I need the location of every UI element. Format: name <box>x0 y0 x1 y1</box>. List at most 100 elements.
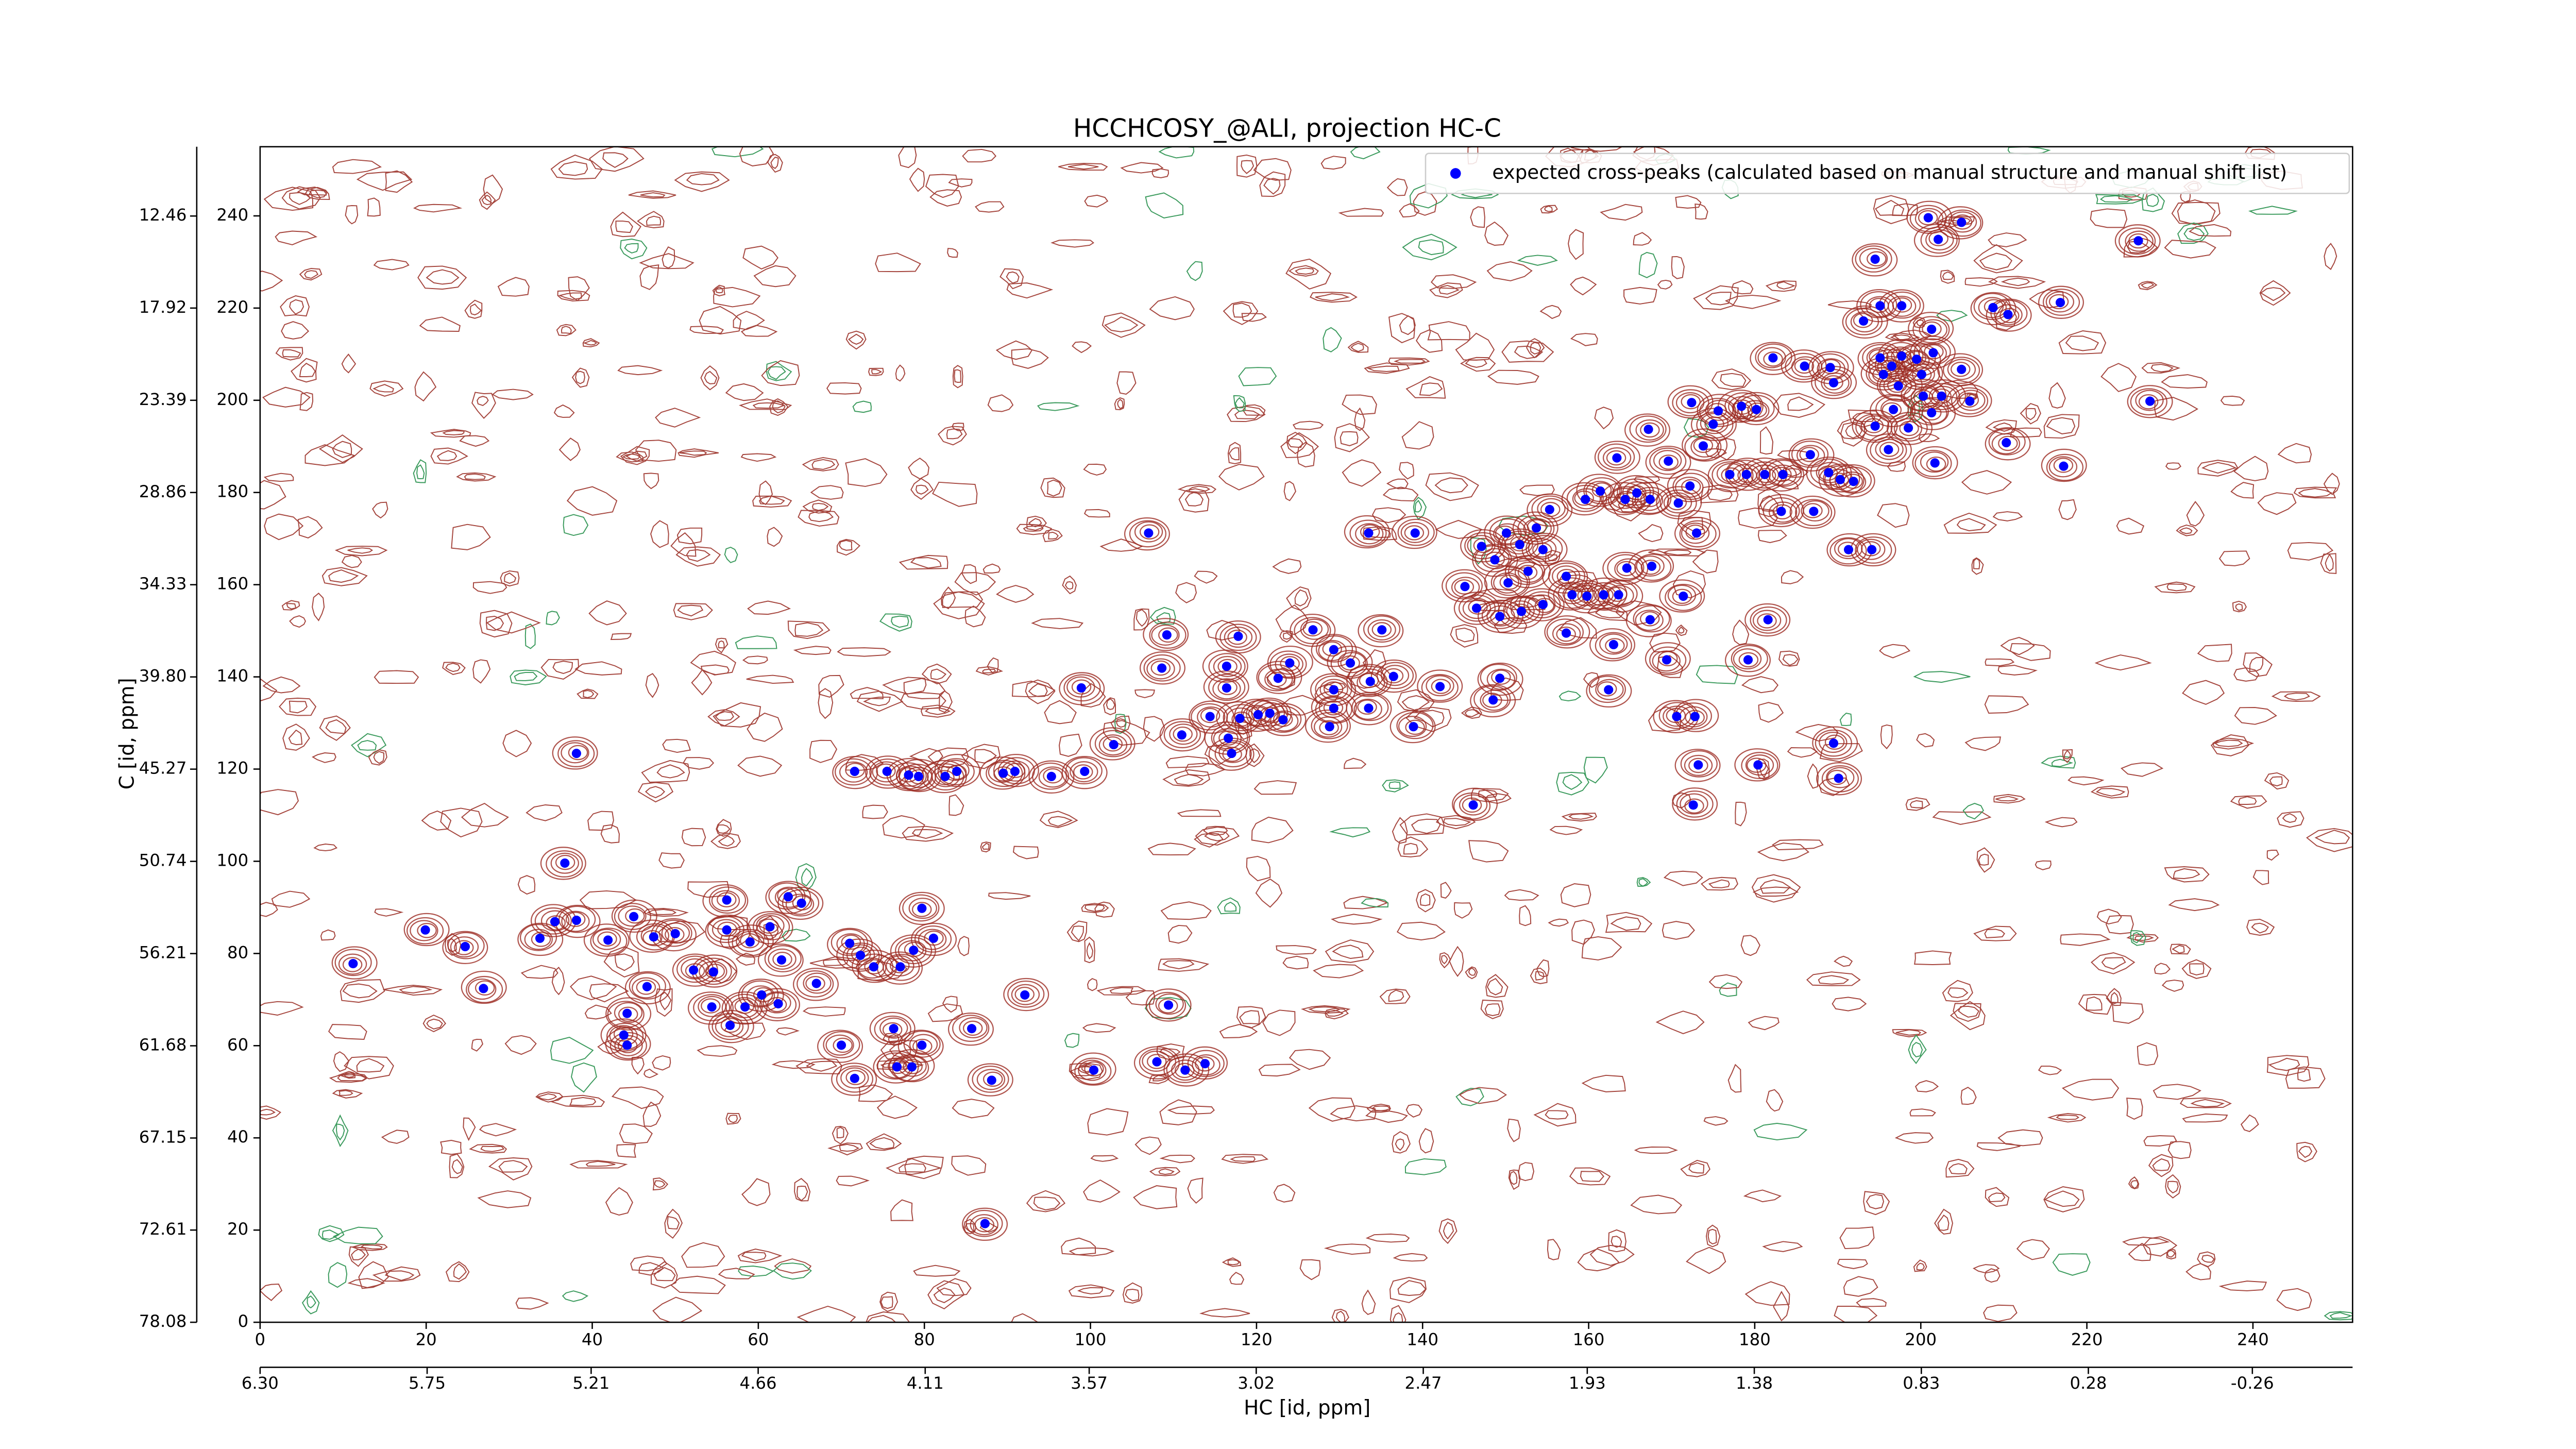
noise-contour <box>2061 1079 2120 1101</box>
noise-contour <box>737 1249 783 1263</box>
peak-contour <box>1684 433 1722 461</box>
peak-contour <box>1028 760 1075 794</box>
peak-contour <box>1213 655 1242 677</box>
cross-peak <box>722 895 732 905</box>
noise-contour <box>2201 1254 2215 1263</box>
noise-contour <box>2296 1141 2317 1162</box>
peak-contour <box>618 1006 638 1022</box>
peak-contour <box>1197 706 1226 728</box>
noise-contour <box>2094 654 2152 671</box>
noise-contour <box>942 996 958 1013</box>
noise-contour <box>2235 603 2243 611</box>
noise-contour <box>2106 988 2122 1006</box>
noise-contour <box>1663 870 1703 886</box>
cross-peak <box>1364 703 1374 713</box>
peak-contour <box>2125 230 2154 252</box>
noise-contour <box>767 366 786 380</box>
peak-contour <box>2046 453 2084 481</box>
noise-contour <box>1438 284 1460 295</box>
peak-contour <box>1682 428 1728 462</box>
peak-contour <box>1302 621 1323 637</box>
cross-peak <box>707 1002 717 1012</box>
cross-peak <box>1858 316 1869 326</box>
noise-contour <box>1239 1010 1260 1025</box>
peak-contour <box>1634 490 1664 511</box>
peak-contour <box>1821 372 1850 394</box>
noise-contour <box>1960 1086 1977 1105</box>
x2-tick-label: 3.02 <box>1238 1373 1275 1393</box>
noise-contour <box>735 952 756 966</box>
cross-peak <box>1647 561 1657 571</box>
peak-contour <box>1098 734 1128 756</box>
noise-contour <box>1399 315 1416 335</box>
cross-peak <box>836 1040 846 1050</box>
cross-peak <box>1233 631 1243 641</box>
peak-contour <box>417 923 437 938</box>
noise-contour <box>1581 936 1622 961</box>
noise-contour <box>718 640 725 649</box>
noise-contour <box>954 369 961 383</box>
noise-contour <box>1979 252 2013 271</box>
cross-peak <box>1893 381 1903 391</box>
noise-contour <box>1671 256 1685 279</box>
noise-contour <box>794 622 824 637</box>
noise-contour <box>1465 359 1487 368</box>
peak-contour <box>1890 414 1928 442</box>
peak-contour <box>1640 492 1660 508</box>
noise-contour <box>583 689 595 698</box>
noise-contour <box>1435 519 1482 539</box>
noise-contour <box>1389 1277 1427 1303</box>
noise-contour <box>1600 204 1643 221</box>
noise-contour <box>1978 853 1989 866</box>
cross-peak <box>1435 682 1445 692</box>
noise-contour <box>979 1222 998 1233</box>
noise-contour <box>299 392 314 411</box>
peak-contour <box>1875 439 1904 460</box>
noise-contour <box>1120 162 1164 174</box>
noise-contour <box>710 832 741 849</box>
peak-contour <box>701 998 721 1014</box>
noise-contour <box>2287 542 2334 561</box>
noise-contour <box>801 868 814 887</box>
peak-contour <box>447 932 485 959</box>
cross-peak <box>1778 469 1788 479</box>
noise-contour <box>1892 329 1932 341</box>
noise-contour <box>348 1246 369 1267</box>
y2-tick-label: 45.27 <box>139 759 187 778</box>
noise-contour <box>770 157 779 170</box>
cross-peak <box>1409 722 1418 732</box>
cross-peak <box>1690 712 1700 721</box>
noise-contour <box>556 324 577 336</box>
noise-contour <box>1350 343 1364 352</box>
noise-contour <box>1973 558 1980 569</box>
peak-contour <box>1635 419 1664 441</box>
noise-contour <box>1696 665 1738 684</box>
cross-peak <box>571 915 581 925</box>
peak-contour <box>466 975 503 1003</box>
noise-contour <box>1083 463 1107 476</box>
contour-layer <box>260 146 2353 1323</box>
noise-contour <box>1705 292 1732 306</box>
peak-contour <box>754 988 800 1021</box>
noise-contour <box>848 333 864 345</box>
peak-contour <box>1344 515 1390 549</box>
peak-contour <box>1517 515 1555 543</box>
noise-contour <box>1227 442 1242 464</box>
noise-contour <box>1365 1110 1408 1123</box>
noise-contour <box>1331 914 1383 925</box>
noise-contour <box>725 1113 741 1125</box>
peak-contour <box>1537 498 1566 519</box>
peak-contour <box>1218 730 1239 746</box>
cross-peak <box>1010 766 1020 777</box>
plot-frame <box>259 146 2353 1323</box>
peak-contour <box>1544 615 1590 649</box>
peak-contour <box>768 948 796 970</box>
noise-contour <box>463 1117 476 1141</box>
cross-peak <box>1562 571 1571 581</box>
noise-contour <box>2051 759 2074 767</box>
peak-contour <box>1304 709 1351 743</box>
noise-contour <box>946 428 963 440</box>
noise-contour <box>1397 689 1435 713</box>
noise-contour <box>1486 261 1533 281</box>
noise-contour <box>1188 485 1211 493</box>
